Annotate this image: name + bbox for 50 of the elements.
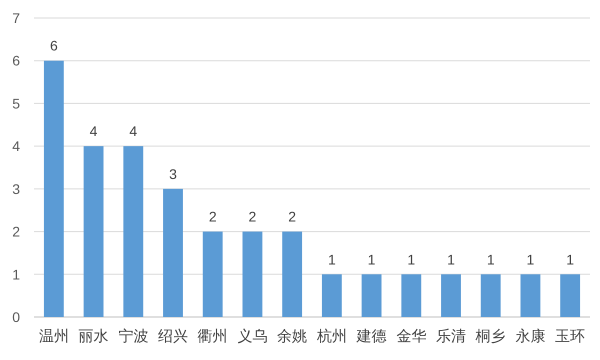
bar: [282, 232, 302, 317]
x-tick-label: 乐清: [436, 327, 466, 345]
x-tick-label: 金华: [396, 327, 426, 345]
data-label: 6: [50, 38, 58, 54]
y-tick-label: 6: [12, 52, 20, 69]
bar: [123, 146, 144, 317]
y-tick-label: 1: [12, 266, 20, 282]
bar: [322, 274, 342, 317]
bar: [163, 188, 183, 317]
data-label: 4: [129, 123, 138, 140]
data-label: 1: [407, 251, 416, 268]
bar: [480, 274, 501, 317]
y-tick-label: 7: [12, 10, 20, 26]
y-tick-label: 4: [12, 138, 20, 154]
data-label: 1: [328, 251, 336, 268]
x-tick-label: 温州: [38, 327, 69, 345]
y-tick-label: 2: [12, 224, 20, 240]
bar: [520, 274, 540, 317]
bar: [44, 60, 64, 317]
x-tick-label: 余姚: [277, 327, 308, 345]
y-tick-label: 5: [12, 95, 20, 112]
x-tick-label: 永康: [515, 327, 546, 345]
data-label: 2: [248, 208, 257, 225]
data-label: 1: [526, 251, 535, 268]
y-tick-label: 3: [12, 180, 20, 197]
data-label: 2: [288, 208, 296, 225]
x-tick-label: 桐乡: [474, 327, 506, 345]
bar: [560, 274, 580, 317]
x-tick-label: 玉环: [555, 327, 586, 345]
x-tick-label: 义乌: [237, 327, 268, 345]
x-tick-label: 丽水: [78, 327, 109, 345]
bar: [362, 274, 382, 317]
x-tick-label: 绍兴: [158, 327, 188, 345]
data-label: 2: [208, 208, 217, 225]
data-label: 3: [169, 166, 178, 182]
data-label: 1: [566, 251, 574, 268]
x-tick-label: 衢州: [198, 327, 228, 345]
x-tick-label: 杭州: [316, 327, 347, 345]
data-label: 1: [447, 251, 456, 268]
bar: [202, 232, 223, 317]
bar: [242, 232, 262, 317]
bar: [441, 274, 461, 317]
x-tick-label: 建德: [356, 327, 387, 345]
bar: [84, 146, 104, 317]
y-tick-label: 0: [12, 309, 20, 325]
data-label: 4: [90, 123, 98, 140]
bar: [401, 274, 422, 317]
data-label: 1: [368, 251, 376, 268]
x-tick-label: 宁波: [118, 327, 148, 345]
data-label: 1: [486, 251, 495, 268]
